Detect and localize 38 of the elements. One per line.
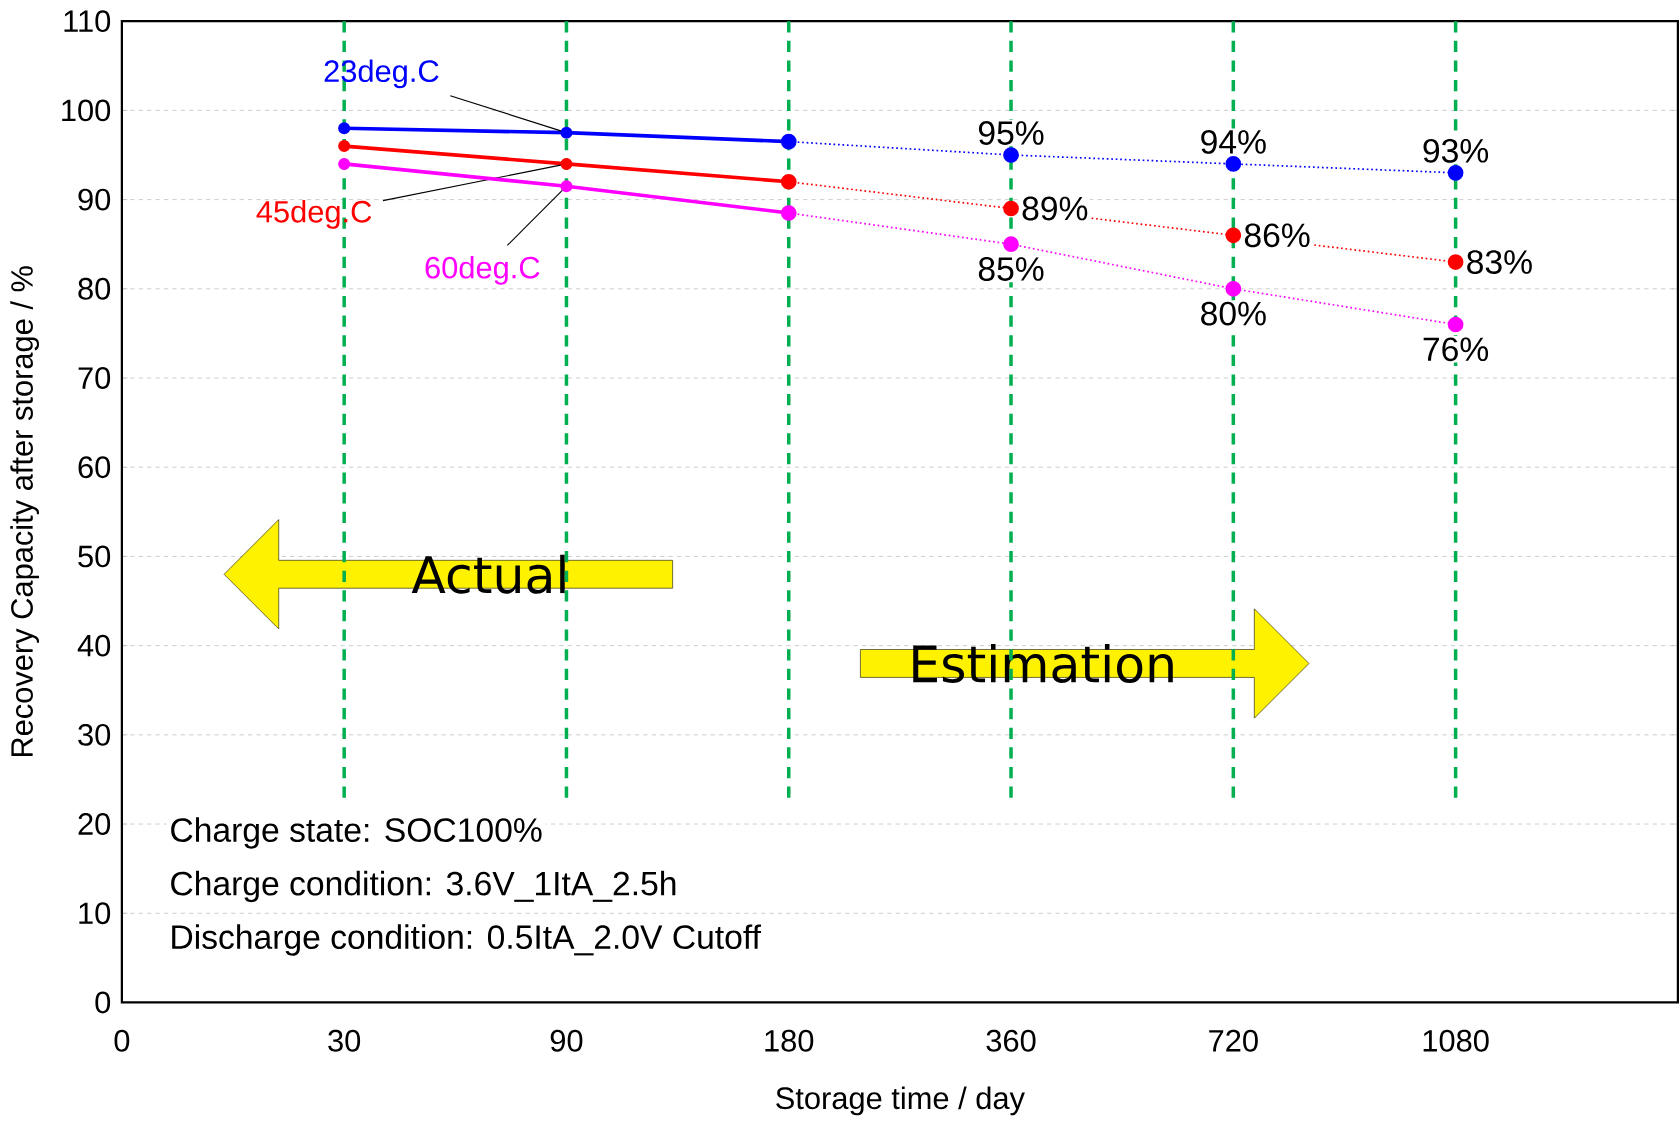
x-tick-label: 1080 — [1423, 1030, 1489, 1052]
x-tick-label: 180 — [765, 1030, 814, 1052]
y-tick-label: 20 — [78, 813, 111, 836]
y-tick-label: 100 — [62, 99, 111, 122]
annotation: Estimation — [913, 644, 1173, 684]
y-tick-label: 60 — [78, 456, 111, 479]
data-label: 86% — [1244, 223, 1310, 248]
y-tick-label: 70 — [78, 367, 111, 390]
x-tick-label: 30 — [328, 1030, 361, 1052]
x-tick-label: 360 — [986, 1030, 1036, 1052]
x-tick-label: 720 — [1209, 1030, 1258, 1052]
data-label: 80% — [1201, 301, 1266, 326]
data-label: 85% — [978, 257, 1044, 282]
x-tick-label: 90 — [550, 1030, 583, 1052]
y-axis-title: Recovery Capacity after storage / % — [10, 266, 40, 757]
y-tick-label: 80 — [78, 278, 111, 300]
y-tick-label: 110 — [64, 10, 111, 33]
data-label: 76% — [1423, 337, 1489, 362]
y-tick-label: 50 — [78, 545, 111, 568]
data-label: 94% — [1201, 130, 1266, 155]
x-tick-label: 0 — [114, 1030, 130, 1052]
data-label: 83% — [1467, 250, 1532, 275]
annotation: Charge state: SOC100% — [171, 817, 542, 849]
text: 60deg.C — [425, 256, 540, 285]
y-tick-label: 10 — [79, 902, 111, 925]
y-tick-label: 0 — [95, 991, 111, 1014]
annotation: Charge condition: 3.6V_1ItA_2.5h — [171, 871, 676, 903]
y-tick-label: 40 — [77, 634, 111, 657]
y-tick-label: 90 — [78, 188, 111, 211]
series-label: 23deg.C — [324, 59, 439, 89]
annotation: Discharge condition: 0.5ItA_2.0V Cutoff — [172, 924, 762, 956]
annotation: Actual — [411, 554, 565, 594]
data-label: 93% — [1423, 139, 1489, 163]
y-tick-label: 30 — [78, 724, 111, 746]
data-label: 89% — [1022, 196, 1088, 221]
x-axis-title: Storage time / day — [776, 1086, 1025, 1116]
data-label: 95% — [978, 121, 1044, 146]
series-label: 45deg.C — [256, 200, 372, 229]
